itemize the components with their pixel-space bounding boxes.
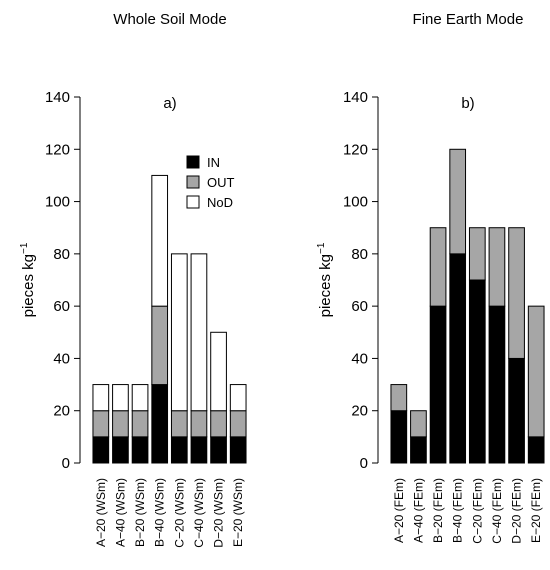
category-label: C−20 (WSm) — [172, 478, 186, 548]
category-label: A−40 (WSm) — [113, 478, 127, 547]
legend-label: NoD — [207, 195, 233, 210]
bar-segment-out — [92, 410, 110, 438]
chart-title: Fine Earth Mode — [413, 11, 524, 28]
legend-swatch-out — [186, 175, 200, 189]
bar-segment-out — [508, 227, 525, 359]
bar-segment-out — [112, 410, 129, 438]
y-axis-label-superscript: −1 — [316, 242, 327, 254]
y-axis-label: pieces kg−1 — [19, 242, 37, 317]
bar-segment-out — [429, 227, 447, 307]
panel-fine-earth-mode: Fine Earth Mode b) pieces kg−1 0 20 40 60 80… — [316, 11, 545, 544]
bar-segment-nod — [229, 384, 247, 412]
y-axis-label: pieces kg−1 — [316, 242, 334, 317]
bar-segment-in — [488, 305, 506, 464]
y-tick-label: 20 — [351, 403, 368, 420]
legend-swatch-in — [186, 155, 200, 169]
category-label: B−20 (FEm) — [431, 478, 445, 543]
bar-segment-out — [488, 227, 506, 307]
bar-segment-out — [131, 410, 149, 438]
panel-label: b) — [461, 95, 474, 112]
bar-segment-out — [449, 148, 467, 255]
bar-segment-in — [131, 436, 149, 464]
bar-segment-nod — [131, 384, 149, 412]
bar-segment-out — [151, 305, 169, 386]
bar-segment-out — [468, 227, 486, 281]
y-tick-label: 40 — [351, 350, 368, 367]
bar-segment-in — [468, 279, 486, 464]
y-tick-label: 0 — [360, 455, 368, 472]
bar-segment-in — [229, 436, 247, 464]
legend-swatch-nod — [186, 195, 200, 209]
category-label: C−40 (FEm) — [490, 478, 504, 544]
bar-segment-in — [210, 436, 227, 464]
y-tick-label: 100 — [343, 194, 368, 211]
category-label: E−20 (WSm) — [231, 478, 245, 547]
bar-segment-out — [210, 410, 227, 438]
bar-segment-in — [410, 436, 427, 464]
bar-segment-in — [112, 436, 129, 464]
y-tick-label: 100 — [45, 194, 70, 211]
bar-segment-in — [429, 305, 447, 464]
category-label: A−40 (FEm) — [411, 478, 425, 543]
bar-segment-in — [170, 436, 188, 464]
category-label: B−40 (FEm) — [451, 478, 465, 543]
bar-segment-out — [229, 410, 247, 438]
bar-segment-out — [170, 410, 188, 438]
category-label: A−20 (FEm) — [392, 478, 406, 543]
bar-segment-in — [449, 253, 467, 464]
bar-segment-out — [527, 305, 545, 438]
category-label: C−40 (WSm) — [192, 478, 206, 548]
y-tick-label: 140 — [343, 89, 368, 106]
category-label: C−20 (FEm) — [470, 478, 484, 544]
bar-segment-in — [92, 436, 110, 464]
bar-segment-in — [151, 384, 169, 464]
bar-segment-in — [508, 357, 525, 464]
category-label: E−20 (FEm) — [529, 478, 543, 543]
y-axis-label-superscript: −1 — [19, 242, 30, 254]
category-label: D−20 (FEm) — [510, 478, 524, 544]
category-label: A−20 (WSm) — [94, 478, 108, 547]
bar-segment-in — [190, 436, 208, 464]
y-axis-label-text: pieces kg — [20, 254, 37, 317]
bar-segment-nod — [190, 253, 208, 412]
y-tick-label: 20 — [53, 403, 70, 420]
y-tick-label: 140 — [45, 89, 70, 106]
y-tick-label: 80 — [351, 246, 368, 263]
bar-segment-in — [390, 410, 408, 464]
y-tick-label: 60 — [351, 298, 368, 315]
legend-label: IN — [207, 155, 220, 170]
bar-segment-out — [410, 410, 427, 438]
panel-whole-soil-mode: Whole Soil Mode a) pieces kg−1 0 20 40 60 80… — [19, 11, 247, 548]
panel-label: a) — [163, 95, 176, 112]
bar-segment-nod — [112, 384, 129, 412]
bar-segment-nod — [151, 174, 169, 307]
category-label: B−40 (WSm) — [153, 478, 167, 547]
bar-segment-out — [190, 410, 208, 438]
y-tick-label: 60 — [53, 298, 70, 315]
bar-segment-nod — [210, 331, 227, 412]
bar-segment-out — [390, 384, 408, 412]
bar-segment-nod — [92, 384, 110, 412]
bar-segment-in — [527, 436, 545, 464]
y-tick-label: 0 — [62, 455, 70, 472]
chart-title: Whole Soil Mode — [113, 11, 226, 28]
category-label: D−20 (WSm) — [212, 478, 226, 548]
category-label: B−20 (WSm) — [133, 478, 147, 547]
y-tick-label: 40 — [53, 350, 70, 367]
y-tick-label: 120 — [45, 141, 70, 158]
y-tick-label: 120 — [343, 141, 368, 158]
legend-label: OUT — [207, 175, 235, 190]
bar-segment-nod — [170, 253, 188, 412]
y-tick-label: 80 — [53, 246, 70, 263]
y-axis-label-text: pieces kg — [317, 254, 334, 317]
